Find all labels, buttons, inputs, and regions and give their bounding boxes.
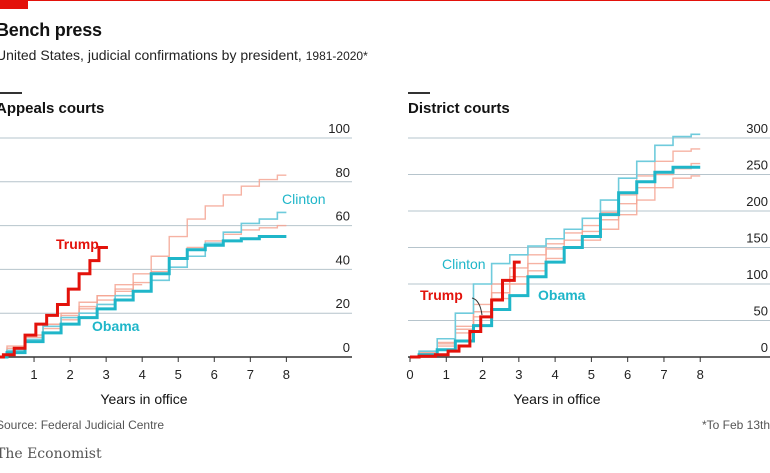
trump-leader-line (471, 297, 483, 316)
clinton-label: Clinton (442, 256, 486, 272)
chart-title: Bench press (0, 20, 102, 40)
subtitle-years: 1981-2020* (305, 49, 368, 63)
clinton-line (410, 133, 701, 358)
appeals-panel-rule (0, 92, 22, 94)
chart-subtitle: United States, judicial confirmations by… (0, 47, 368, 63)
brand-red-tag (0, 0, 28, 9)
x-tick-label: 3 (515, 367, 522, 382)
appeals-panel-title: Appeals courts (0, 100, 105, 117)
district-panel-title: District courts (408, 100, 510, 117)
x-tick-label: 2 (66, 367, 73, 382)
brand-logo-text: The Economist (0, 446, 102, 462)
top-rule (0, 0, 770, 1)
trump-label: Trump (56, 236, 99, 252)
x-tick-label: 7 (247, 367, 254, 382)
clinton-label: Clinton (282, 191, 326, 207)
y-tick-label: 20 (336, 296, 350, 311)
y-tick-label: 200 (746, 194, 768, 209)
y-tick-label: 50 (754, 304, 768, 319)
x-tick-label: 2 (479, 367, 486, 382)
x-tick-label: 4 (139, 367, 146, 382)
source-note: Source: Federal Judicial Centre (0, 418, 165, 432)
x-tick-label: 5 (175, 367, 182, 382)
x-tick-label: 8 (283, 367, 290, 382)
obama-label: Obama (538, 287, 586, 303)
x-tick-label: 3 (103, 367, 110, 382)
y-tick-label: 150 (746, 231, 768, 246)
y-tick-label: 40 (336, 252, 350, 267)
y-tick-label: 80 (336, 165, 350, 180)
obama-line (0, 235, 287, 359)
x-axis-title: Years in office (100, 391, 187, 407)
y-tick-label: 300 (746, 121, 768, 136)
x-tick-label: 0 (406, 367, 413, 382)
district-chart: 0 50 100 150 200 250 300 0 1 2 3 4 5 6 7 8 Years in offi… (406, 121, 770, 407)
district-panel-rule (408, 92, 430, 94)
x-tick-label: 1 (443, 367, 450, 382)
x-tick-label: 4 (551, 367, 558, 382)
x-tick-label: 7 (660, 367, 667, 382)
x-tick-label: 6 (624, 367, 631, 382)
appeals-chart: 0 20 40 60 80 100 1 2 3 4 5 6 7 8 Years in office Trump… (0, 121, 352, 407)
x-tick-label: 1 (30, 367, 37, 382)
obama-line (410, 165, 701, 359)
y-tick-label: 100 (328, 121, 350, 136)
footnote: *To Feb 13th (701, 418, 770, 432)
y-tick-label: 0 (761, 340, 768, 355)
y-tick-label: 0 (343, 340, 350, 355)
y-tick-label: 100 (746, 267, 768, 282)
subtitle-text: United States, judicial confirmations by… (0, 47, 302, 63)
x-tick-label: 8 (697, 367, 704, 382)
other-president-line (410, 148, 701, 358)
trump-label: Trump (420, 287, 463, 303)
trump-line (410, 260, 521, 359)
trump-line (0, 246, 108, 359)
y-tick-label: 60 (336, 209, 350, 224)
obama-label: Obama (92, 318, 140, 334)
y-tick-label: 250 (746, 158, 768, 173)
x-tick-label: 6 (211, 367, 218, 382)
x-axis-title: Years in office (513, 391, 600, 407)
x-tick-label: 5 (588, 367, 595, 382)
